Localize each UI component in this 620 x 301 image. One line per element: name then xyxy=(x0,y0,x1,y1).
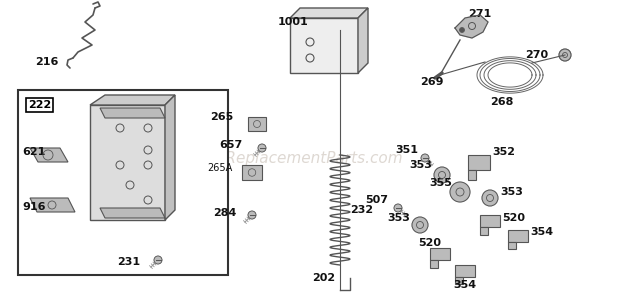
Text: 269: 269 xyxy=(420,77,443,87)
Text: 222: 222 xyxy=(28,100,51,110)
Bar xyxy=(290,18,358,73)
Circle shape xyxy=(154,256,162,264)
Text: 354: 354 xyxy=(530,227,553,237)
Bar xyxy=(480,227,488,235)
Bar xyxy=(468,170,476,180)
Text: 353: 353 xyxy=(500,187,523,197)
Polygon shape xyxy=(165,95,175,220)
Bar xyxy=(18,90,228,275)
Text: 916: 916 xyxy=(22,202,45,212)
Text: 268: 268 xyxy=(490,97,513,107)
Circle shape xyxy=(421,154,429,162)
Text: 520: 520 xyxy=(418,238,441,248)
Circle shape xyxy=(394,204,402,212)
Bar xyxy=(242,165,262,180)
Circle shape xyxy=(434,167,450,183)
Circle shape xyxy=(482,190,498,206)
Text: 284: 284 xyxy=(213,208,236,218)
Text: 351: 351 xyxy=(395,145,418,155)
Circle shape xyxy=(248,211,256,219)
Text: eReplacementParts.com: eReplacementParts.com xyxy=(216,150,404,166)
Bar xyxy=(430,248,450,260)
Polygon shape xyxy=(358,8,368,73)
Text: 520: 520 xyxy=(502,213,525,223)
Circle shape xyxy=(559,49,571,61)
Bar xyxy=(508,230,528,242)
Polygon shape xyxy=(30,198,75,212)
Polygon shape xyxy=(30,148,68,162)
Bar xyxy=(508,242,516,249)
Bar xyxy=(480,215,500,227)
Bar xyxy=(455,265,475,277)
Bar xyxy=(455,277,463,284)
Text: 1001: 1001 xyxy=(278,17,309,27)
Circle shape xyxy=(258,144,266,152)
Bar xyxy=(430,260,438,268)
Text: 265: 265 xyxy=(210,112,233,122)
Circle shape xyxy=(459,27,464,33)
Polygon shape xyxy=(100,108,165,118)
Polygon shape xyxy=(290,8,368,18)
Text: 216: 216 xyxy=(35,57,58,67)
Bar xyxy=(248,117,266,131)
Text: 657: 657 xyxy=(219,140,242,150)
Text: 353: 353 xyxy=(387,213,410,223)
Text: 232: 232 xyxy=(350,205,373,215)
Text: 231: 231 xyxy=(117,257,140,267)
Polygon shape xyxy=(100,208,165,218)
Polygon shape xyxy=(455,15,488,38)
Text: 271: 271 xyxy=(468,9,491,19)
Text: 507: 507 xyxy=(365,195,388,205)
Text: 355: 355 xyxy=(429,178,452,188)
Bar xyxy=(468,155,490,170)
Text: 270: 270 xyxy=(525,50,548,60)
Text: 265A: 265A xyxy=(206,163,232,173)
Text: 202: 202 xyxy=(312,273,335,283)
Text: 621: 621 xyxy=(22,147,45,157)
Circle shape xyxy=(450,182,470,202)
Circle shape xyxy=(412,217,428,233)
Text: 353: 353 xyxy=(409,160,432,170)
Text: 352: 352 xyxy=(492,147,515,157)
Polygon shape xyxy=(90,95,175,105)
Polygon shape xyxy=(90,105,165,220)
Text: 354: 354 xyxy=(453,280,477,290)
